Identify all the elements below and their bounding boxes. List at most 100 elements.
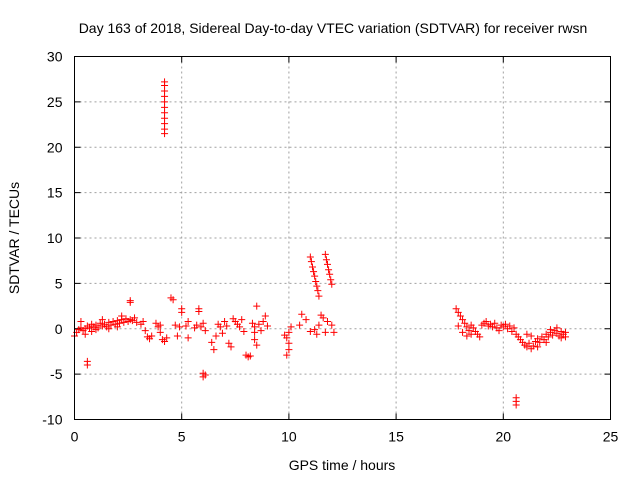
- data-point: [323, 317, 331, 325]
- data-point: [148, 332, 156, 340]
- data-point: [546, 326, 554, 334]
- data-point: [184, 334, 192, 342]
- data-point: [482, 317, 490, 325]
- data-point: [152, 319, 160, 327]
- data-point: [184, 317, 192, 325]
- data-point: [306, 253, 314, 261]
- data-point: [476, 333, 484, 341]
- data-point: [313, 330, 321, 338]
- data-point: [463, 332, 471, 340]
- data-point: [523, 343, 531, 351]
- data-point: [218, 329, 226, 337]
- data-point: [201, 327, 209, 335]
- data-point: [544, 333, 552, 341]
- data-point: [459, 316, 467, 324]
- data-point: [201, 371, 209, 379]
- data-point: [131, 314, 139, 322]
- y-tick-label: 25: [47, 94, 63, 110]
- data-point: [216, 323, 224, 331]
- data-point: [283, 351, 291, 359]
- data-point: [263, 322, 271, 330]
- chart-title: Day 163 of 2018, Sidereal Day-to-day VTE…: [79, 20, 588, 36]
- data-point: [86, 324, 94, 332]
- data-point: [118, 312, 126, 320]
- data-point: [116, 319, 124, 327]
- data-point: [495, 327, 503, 335]
- data-point: [491, 319, 499, 327]
- data-point: [311, 272, 319, 280]
- data-point: [512, 394, 520, 402]
- data-point: [321, 328, 329, 336]
- data-point: [314, 287, 322, 295]
- y-tick-label: 30: [47, 49, 63, 65]
- data-point: [221, 317, 229, 325]
- data-point: [259, 317, 267, 325]
- y-axis-label: SDTVAR / TECUs: [6, 182, 22, 294]
- data-point: [454, 308, 462, 316]
- grid-lines: [74, 56, 611, 420]
- data-point: [281, 331, 289, 339]
- data-point: [253, 302, 261, 310]
- y-tick-label: -10: [42, 412, 62, 428]
- x-tick-label: 0: [71, 429, 79, 445]
- data-point: [315, 321, 323, 329]
- data-point: [285, 339, 293, 347]
- data-point: [246, 352, 254, 360]
- data-point: [322, 256, 330, 264]
- data-point: [325, 266, 333, 274]
- data-point: [176, 323, 184, 331]
- data-point: [133, 318, 141, 326]
- y-tick-label: -5: [50, 366, 63, 382]
- data-point: [311, 326, 319, 334]
- x-tick-label: 10: [281, 429, 297, 445]
- data-point: [139, 317, 147, 325]
- data-point: [195, 305, 203, 313]
- data-point: [302, 316, 310, 324]
- data-point: [92, 326, 100, 334]
- data-point: [469, 324, 477, 332]
- data-point: [321, 250, 329, 258]
- data-point: [248, 319, 256, 327]
- data-point: [508, 327, 516, 335]
- data-point: [240, 327, 248, 335]
- data-point: [236, 323, 244, 331]
- data-point: [156, 328, 164, 336]
- data-point: [557, 334, 565, 342]
- data-point: [105, 325, 113, 333]
- data-point: [328, 280, 336, 288]
- data-point: [225, 339, 233, 347]
- data-point: [501, 320, 509, 328]
- data-point: [83, 357, 91, 365]
- data-point: [88, 327, 96, 335]
- data-point: [257, 327, 265, 335]
- data-point: [523, 330, 531, 338]
- data-point: [161, 337, 169, 345]
- data-point: [319, 314, 327, 322]
- data-point: [315, 292, 323, 300]
- data-point: [561, 333, 569, 341]
- data-point: [253, 341, 261, 349]
- data-point: [169, 296, 177, 304]
- data-point: [542, 338, 550, 346]
- plot-frame: [74, 56, 611, 420]
- data-point: [553, 324, 561, 332]
- data-point: [298, 310, 306, 318]
- data-point: [459, 328, 467, 336]
- x-tick-label: 15: [388, 429, 404, 445]
- data-point: [141, 327, 149, 335]
- data-point: [113, 323, 121, 331]
- data-point: [182, 322, 190, 330]
- data-point: [81, 330, 89, 338]
- y-tick-label: 5: [55, 275, 63, 291]
- data-point: [173, 332, 181, 340]
- data-point: [330, 328, 338, 336]
- y-tick-label: 15: [47, 185, 63, 201]
- data-point: [210, 346, 218, 354]
- data-point: [287, 323, 295, 331]
- data-point: [261, 312, 269, 320]
- data-point: [310, 268, 318, 276]
- data-point: [197, 323, 205, 331]
- data-point: [77, 317, 85, 325]
- data-point: [255, 320, 263, 328]
